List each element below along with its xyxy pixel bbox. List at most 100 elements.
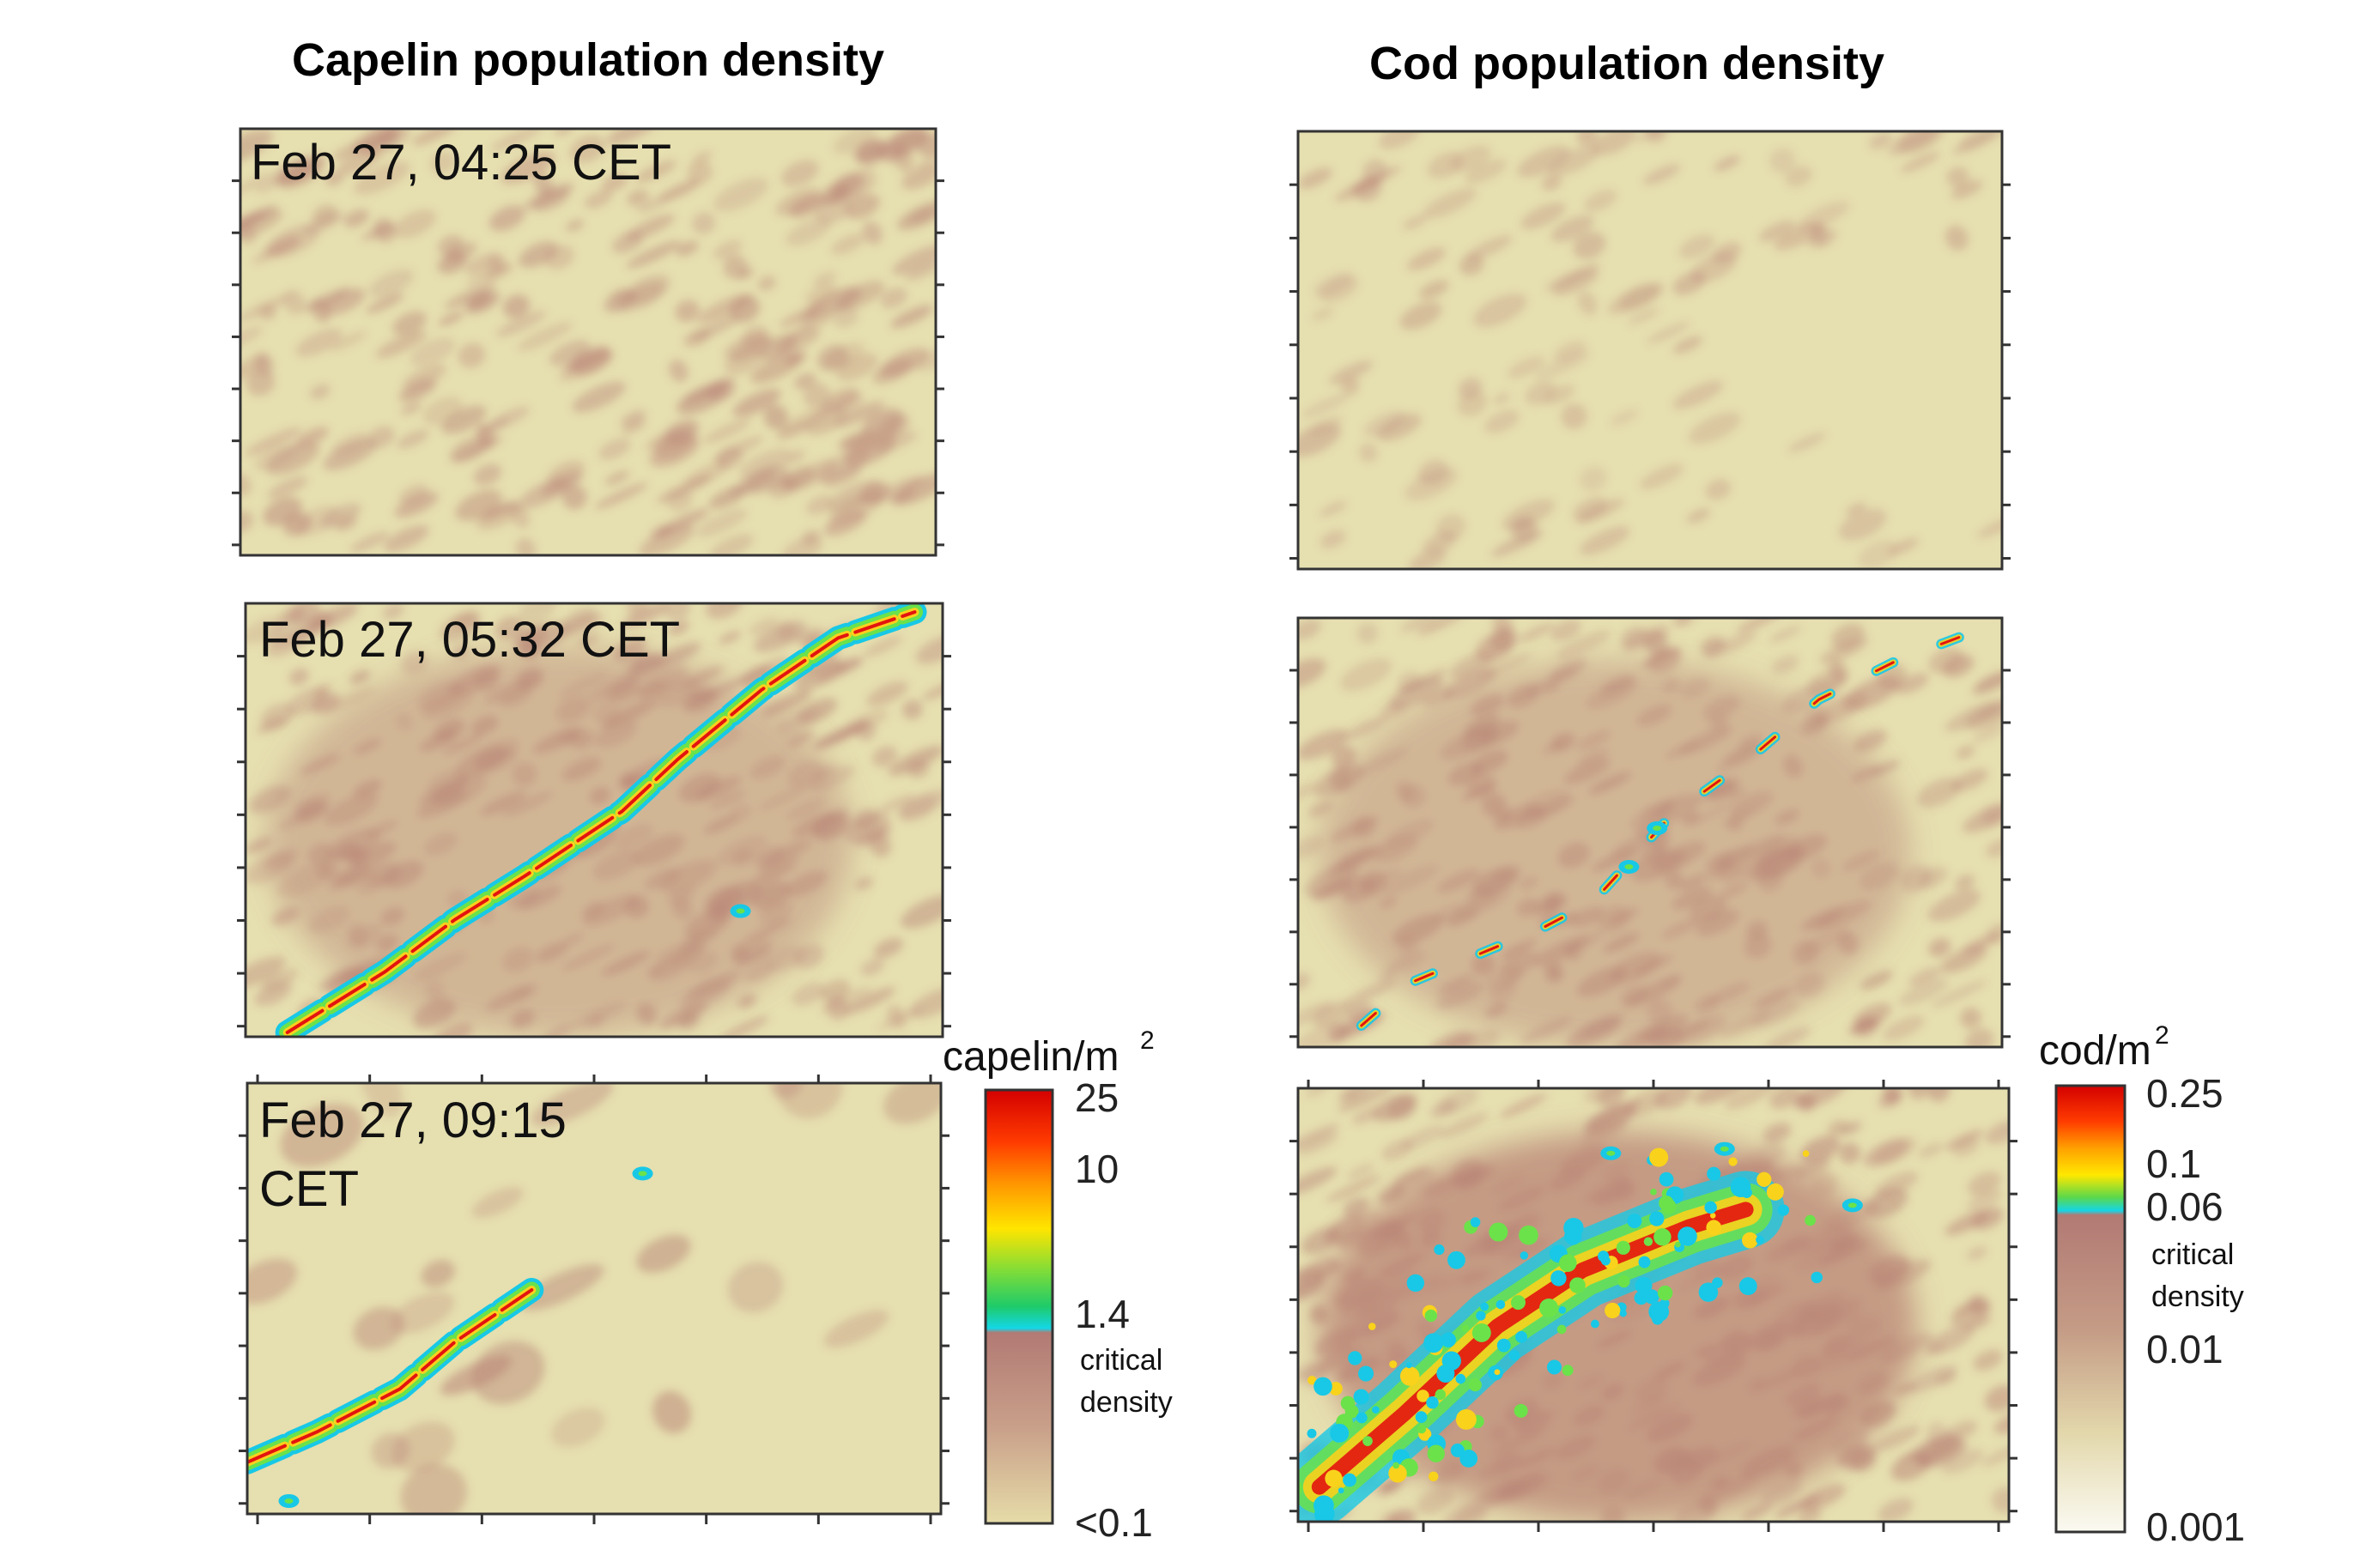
school-patch: [1307, 1428, 1317, 1438]
density-blob: [873, 937, 903, 959]
school-patch: [1325, 1469, 1343, 1487]
school-patch: [1388, 1464, 1407, 1483]
density-blob: [302, 211, 345, 235]
density-blob: [549, 340, 591, 366]
density-blob: [252, 238, 302, 263]
density-blob: [1307, 801, 1334, 818]
density-blob: [1592, 131, 1635, 155]
density-blob: [410, 337, 456, 366]
school-patch: [1229, 1414, 1247, 1432]
density-blob: [883, 1083, 941, 1124]
school-band: [247, 1278, 544, 1474]
school-patch: [1756, 1171, 1772, 1187]
school-patch: [1468, 1377, 1482, 1392]
density-blob: [1423, 188, 1477, 219]
school-patch: [1811, 1271, 1823, 1284]
school-patch: [1600, 1256, 1611, 1266]
density-blob: [1329, 360, 1373, 384]
density-blob: [392, 311, 427, 336]
density-blob: [566, 219, 584, 232]
density-blob: [1583, 190, 1617, 212]
school-patch: [1423, 1333, 1444, 1353]
density-blob: [1550, 619, 1581, 641]
density-blob: [1898, 978, 1950, 1007]
school-patch: [1353, 1389, 1369, 1405]
school-patches: [1229, 1147, 1823, 1522]
school-patch: [1635, 1276, 1653, 1294]
density-blob: [1972, 725, 2002, 743]
density-blob: [917, 153, 936, 169]
density-blob: [1853, 730, 1887, 753]
density-blob: [1712, 242, 1742, 263]
school-patch: [1392, 1462, 1399, 1469]
density-blob: [455, 489, 502, 521]
density-blob: [622, 420, 646, 434]
panel-frame: [1296, 616, 2004, 1049]
panel-frame: [244, 602, 944, 1038]
density-blob: [1484, 409, 1520, 433]
density-blob: [779, 303, 826, 328]
density-blob: [525, 183, 574, 209]
density-blob: [1785, 166, 1812, 187]
density-blob: [1627, 307, 1660, 325]
density-blob: [494, 615, 524, 641]
school-patch: [1441, 1332, 1456, 1348]
density-blob: [1356, 622, 1379, 645]
heatmap-field-5: [1298, 618, 2002, 1047]
density-blob: [880, 288, 907, 309]
density-blob: [438, 312, 464, 326]
density-blob: [737, 268, 755, 280]
capelin-panel-3-label-line2: CET: [259, 1161, 359, 1217]
cod-title: Cod population density: [1369, 38, 1884, 89]
density-blob: [307, 603, 359, 632]
density-blob: [1534, 350, 1591, 380]
density-blob: [1399, 301, 1442, 330]
density-blob: [1298, 836, 1325, 860]
heatmap-panels: [232, 127, 2017, 1532]
density-blob: [1417, 1487, 1454, 1515]
school-patch: [1627, 1214, 1642, 1229]
density-blob: [892, 245, 936, 275]
density-blob: [1639, 463, 1684, 489]
density-blob: [1819, 637, 1869, 664]
density-blob: [845, 193, 880, 220]
school-patch: [1415, 1411, 1428, 1423]
school-patch: [1653, 1228, 1671, 1246]
school-patch: [1659, 1171, 1674, 1187]
density-blob: [257, 716, 288, 734]
density-blob: [1945, 225, 1969, 251]
density-blob: [1888, 131, 1938, 156]
density-blob: [1678, 234, 1715, 259]
density-blob: [1911, 1433, 1961, 1465]
school-band-layer: [285, 610, 917, 1034]
density-blob: [781, 536, 823, 555]
density-blob: [1787, 433, 1826, 453]
density-blob: [1502, 499, 1555, 531]
density-blob: [780, 467, 816, 491]
density-blob: [1298, 783, 1318, 800]
density-blob: [822, 463, 862, 487]
density-blob: [1477, 652, 1532, 681]
density-blob: [902, 699, 923, 720]
density-blob: [1725, 1088, 1774, 1110]
capelin-colorbar-unit-exponent: 2: [1140, 1026, 1155, 1055]
density-blob: [804, 383, 830, 409]
density-blob: [1417, 618, 1465, 635]
density-blob: [1964, 1316, 1992, 1332]
density-blob: [343, 209, 369, 227]
school-patch: [1436, 1364, 1455, 1383]
capelin-tick-25: 25: [1075, 1075, 1119, 1120]
school-patch: [1738, 1277, 1757, 1296]
school-patch: [1707, 1166, 1721, 1181]
density-blob: [1797, 1093, 1816, 1111]
density-blob: [1338, 1089, 1356, 1103]
density-blob: [1618, 283, 1660, 310]
density-blob: [1797, 201, 1850, 231]
density-blob: [866, 681, 908, 706]
density-blob: [256, 179, 276, 194]
density-blob: [1672, 336, 1703, 354]
school-patch: [1558, 1254, 1577, 1273]
density-blob: [1298, 1357, 1335, 1381]
density-blob: [349, 670, 371, 684]
density-blob: [471, 1341, 545, 1405]
